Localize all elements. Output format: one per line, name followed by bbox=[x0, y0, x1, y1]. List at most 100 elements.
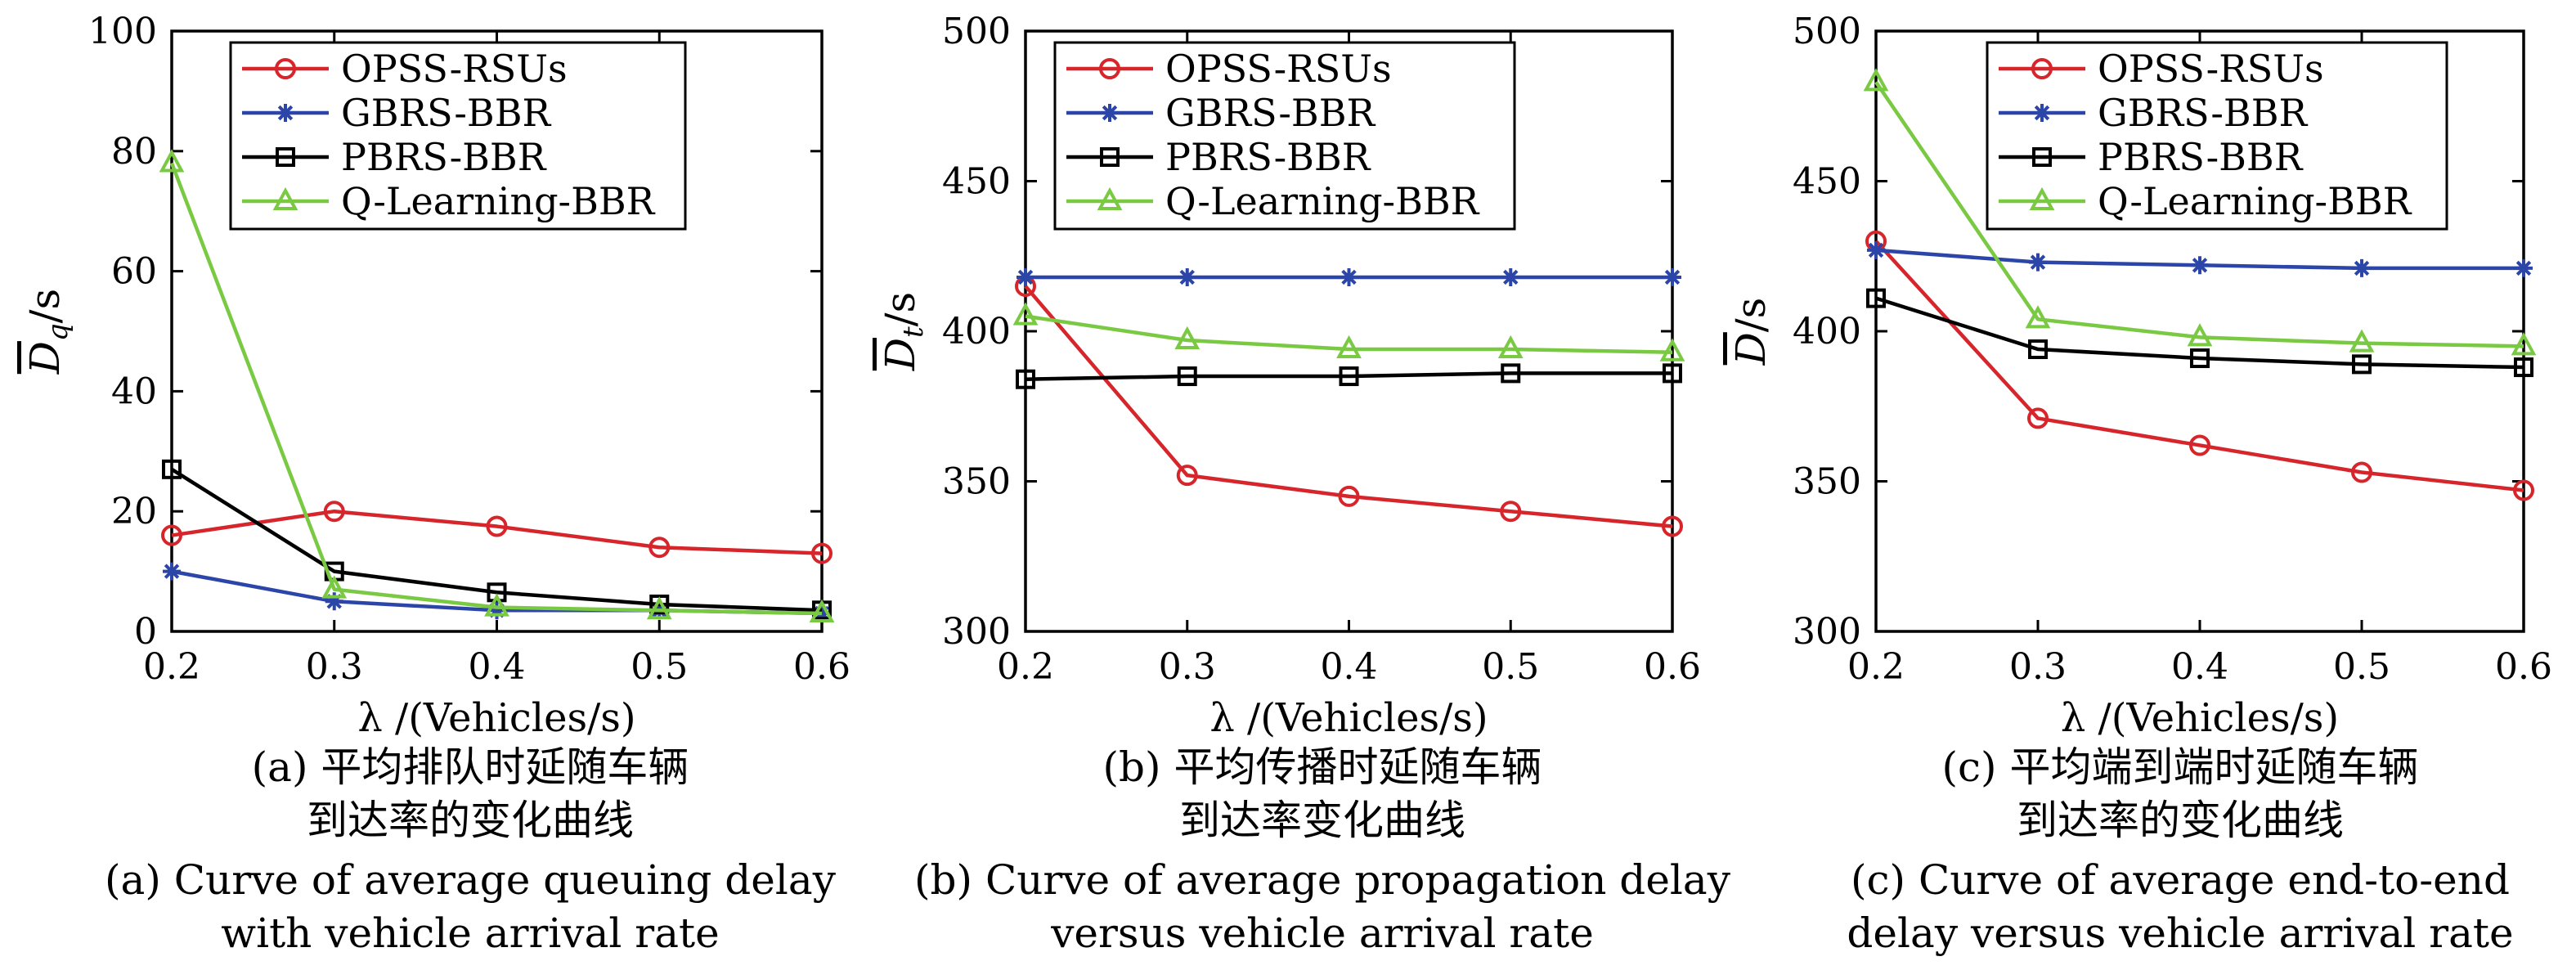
marker-p1-q-learning-bbr-3 bbox=[484, 593, 509, 617]
series-line-pbrs-bbr bbox=[170, 467, 823, 613]
marker-p3-gbrs-bbr-2 bbox=[2029, 253, 2047, 272]
caption-line-3: (a) Curve of average queuing delay bbox=[105, 856, 837, 904]
marker-p3-legend-opss-rsus-1 bbox=[2031, 58, 2053, 79]
series-line-opss-rsus bbox=[1024, 285, 1673, 528]
y-tick-label: 350 bbox=[942, 461, 1011, 503]
x-tick-label: 0.4 bbox=[1321, 646, 1378, 688]
x-tick-label: 0.6 bbox=[2495, 646, 2552, 688]
marker-p1-legend-q-learning-bbr-1 bbox=[272, 186, 298, 210]
x-axis-label: λ /(Vehicles/s) bbox=[357, 695, 635, 741]
marker-p1-legend-pbrs-bbr-1 bbox=[276, 147, 295, 167]
marker-p3-opss-rsus-4 bbox=[2351, 461, 2372, 483]
marker-p1-gbrs-bbr-1 bbox=[163, 562, 181, 581]
y-tick-label: 300 bbox=[1793, 611, 1861, 653]
marker-p1-opss-rsus-1 bbox=[161, 524, 182, 546]
y-tick-label: 100 bbox=[88, 11, 157, 52]
x-tick-label: 0.3 bbox=[1159, 646, 1216, 688]
marker-p3-q-learning-bbr-5 bbox=[2511, 332, 2537, 356]
y-tick-label: 0 bbox=[134, 611, 157, 653]
caption-line-3: (b) Curve of average propagation delay bbox=[914, 856, 1731, 904]
marker-p2-gbrs-bbr-5 bbox=[1663, 267, 1681, 286]
y-axis-label: Dq/s bbox=[21, 289, 74, 375]
marker-p1-legend-opss-rsus-1 bbox=[275, 58, 296, 79]
marker-p2-opss-rsus-5 bbox=[1662, 515, 1683, 537]
caption-line-3: (c) Curve of average end-to-end bbox=[1851, 856, 2510, 904]
marker-p1-pbrs-bbr-4 bbox=[649, 594, 670, 614]
y-tick-label: 500 bbox=[1793, 11, 1861, 52]
legend-label-q-learning-bbr: Q-Learning-BBR bbox=[2098, 179, 2412, 223]
series-line-q-learning-bbr bbox=[1874, 81, 2524, 348]
marker-p1-opss-rsus-3 bbox=[486, 515, 508, 537]
caption-line-1: (b) 平均传播时延随车辆 bbox=[1103, 743, 1542, 791]
x-tick-label: 0.4 bbox=[469, 646, 526, 688]
x-tick-label: 0.3 bbox=[306, 646, 363, 688]
series-line-pbrs-bbr bbox=[1025, 371, 1672, 381]
marker-p2-pbrs-bbr-4 bbox=[1501, 363, 1521, 384]
marker-p2-gbrs-bbr-2 bbox=[1178, 267, 1196, 286]
y-tick-label: 40 bbox=[111, 370, 157, 412]
panel-2: 0.2 0.3 0.4 0.5 0.6 300 350 400 450 500 λ /(Vehicl… bbox=[877, 11, 1731, 957]
legend-box bbox=[1053, 41, 1516, 231]
marker-p3-opss-rsus-2 bbox=[2027, 407, 2049, 429]
marker-p2-legend-opss-rsus-1 bbox=[1099, 58, 1120, 79]
series-line-opss-rsus bbox=[1874, 240, 2524, 492]
y-tick-label: 80 bbox=[111, 131, 157, 173]
marker-p2-pbrs-bbr-5 bbox=[1663, 363, 1682, 384]
y-tick-label: 350 bbox=[1793, 461, 1861, 503]
x-axis-label: λ /(Vehicles/s) bbox=[2061, 695, 2339, 741]
x-tick-label: 0.2 bbox=[1847, 646, 1905, 688]
marker-p2-q-learning-bbr-1 bbox=[1012, 302, 1039, 326]
y-tick-label: 400 bbox=[1793, 311, 1861, 353]
marker-p2-gbrs-bbr-4 bbox=[1501, 267, 1520, 286]
marker-p1-q-learning-bbr-1 bbox=[159, 149, 185, 173]
y-tick-label: 300 bbox=[942, 611, 1011, 653]
legend-label-opss-rsus: OPSS-RSUs bbox=[2098, 47, 2324, 91]
marker-p1-opss-rsus-5 bbox=[811, 542, 832, 564]
y-tick-label: 450 bbox=[942, 161, 1011, 203]
caption-line-2: 到达率变化曲线 bbox=[1179, 797, 1465, 844]
marker-p1-legend-gbrs-bbr-1 bbox=[276, 104, 294, 122]
series-line-q-learning-bbr bbox=[169, 162, 823, 616]
y-tick-label: 60 bbox=[111, 251, 157, 293]
marker-p3-q-learning-bbr-3 bbox=[2187, 323, 2213, 347]
marker-p3-legend-gbrs-bbr-1 bbox=[2033, 104, 2051, 122]
caption-line-4: with vehicle arrival rate bbox=[221, 909, 719, 957]
marker-p2-pbrs-bbr-2 bbox=[1177, 366, 1197, 387]
marker-p2-gbrs-bbr-3 bbox=[1340, 267, 1358, 286]
marker-p3-opss-rsus-3 bbox=[2189, 434, 2210, 456]
x-tick-label: 0.6 bbox=[793, 646, 850, 688]
y-tick-label: 400 bbox=[942, 311, 1011, 353]
y-tick-label: 500 bbox=[942, 11, 1011, 52]
marker-p3-opss-rsus-5 bbox=[2513, 479, 2534, 501]
legend-box bbox=[1986, 41, 2448, 231]
panel-1: 0.2 0.3 0.4 0.5 0.6 0 20 40 60 80 100 λ /(Vehicles/… bbox=[21, 11, 850, 957]
marker-p3-gbrs-bbr-1 bbox=[1867, 240, 1885, 259]
caption-line-4: delay versus vehicle arrival rate bbox=[1847, 909, 2513, 957]
x-tick-label: 0.5 bbox=[1482, 646, 1539, 688]
marker-p1-q-learning-bbr-5 bbox=[809, 599, 835, 622]
marker-p1-opss-rsus-4 bbox=[648, 537, 671, 559]
marker-p2-q-learning-bbr-4 bbox=[1497, 335, 1524, 359]
legend-box bbox=[229, 41, 687, 231]
marker-p3-gbrs-bbr-5 bbox=[2515, 258, 2533, 277]
marker-p2-opss-rsus-2 bbox=[1176, 465, 1198, 487]
marker-p3-pbrs-bbr-5 bbox=[2514, 357, 2533, 378]
marker-p2-pbrs-bbr-3 bbox=[1339, 366, 1359, 387]
legend-label-opss-rsus: OPSS-RSUs bbox=[341, 47, 568, 91]
caption-line-1: (a) 平均排队时延随车辆 bbox=[252, 743, 689, 791]
marker-p2-legend-pbrs-bbr-1 bbox=[1100, 147, 1120, 167]
marker-p2-legend-q-learning-bbr-1 bbox=[1097, 186, 1123, 210]
marker-p3-pbrs-bbr-1 bbox=[1866, 288, 1886, 308]
marker-p3-q-learning-bbr-1 bbox=[1863, 68, 1889, 92]
x-tick-label: 0.2 bbox=[143, 646, 200, 688]
marker-p3-pbrs-bbr-3 bbox=[2190, 348, 2210, 369]
x-tick-label: 0.5 bbox=[631, 646, 688, 688]
legend-label-opss-rsus: OPSS-RSUs bbox=[1165, 47, 1392, 91]
series-line-q-learning-bbr bbox=[1025, 314, 1673, 354]
series-line-pbrs-bbr bbox=[1875, 296, 2524, 370]
marker-p2-q-learning-bbr-5 bbox=[1659, 338, 1685, 362]
caption-line-2: 到达率的变化曲线 bbox=[307, 797, 634, 844]
